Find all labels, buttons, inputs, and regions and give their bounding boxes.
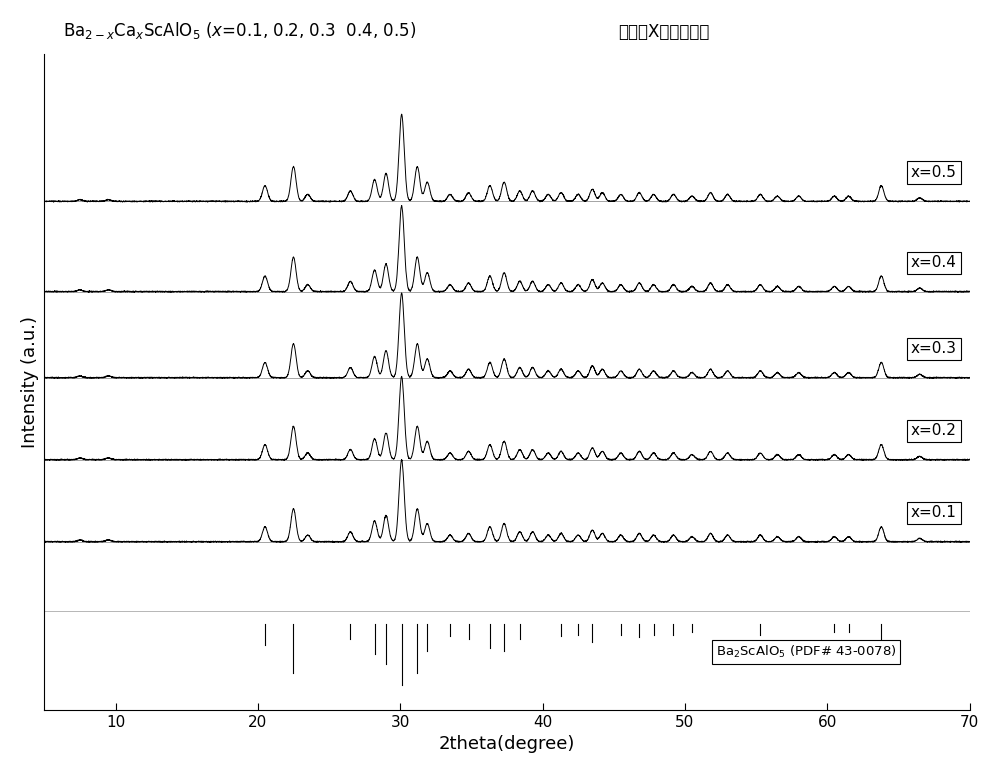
Text: Ba$_{2-x}$Ca$_x$ScAlO$_5$ ($x$=0.1, 0.2, 0.3  0.4, 0.5): Ba$_{2-x}$Ca$_x$ScAlO$_5$ ($x$=0.1, 0.2,…	[63, 19, 416, 40]
X-axis label: 2theta(degree): 2theta(degree)	[439, 735, 575, 753]
Text: 系列的X射线衍射谱: 系列的X射线衍射谱	[618, 22, 709, 40]
Text: x=0.4: x=0.4	[911, 255, 957, 270]
Text: x=0.3: x=0.3	[911, 341, 957, 357]
Text: x=0.1: x=0.1	[911, 505, 957, 520]
Y-axis label: Intensity (a.u.): Intensity (a.u.)	[21, 316, 39, 447]
Text: x=0.2: x=0.2	[911, 423, 957, 438]
Text: Ba$_2$ScAlO$_5$ (PDF# 43-0078): Ba$_2$ScAlO$_5$ (PDF# 43-0078)	[716, 644, 896, 660]
Text: x=0.5: x=0.5	[911, 165, 957, 180]
